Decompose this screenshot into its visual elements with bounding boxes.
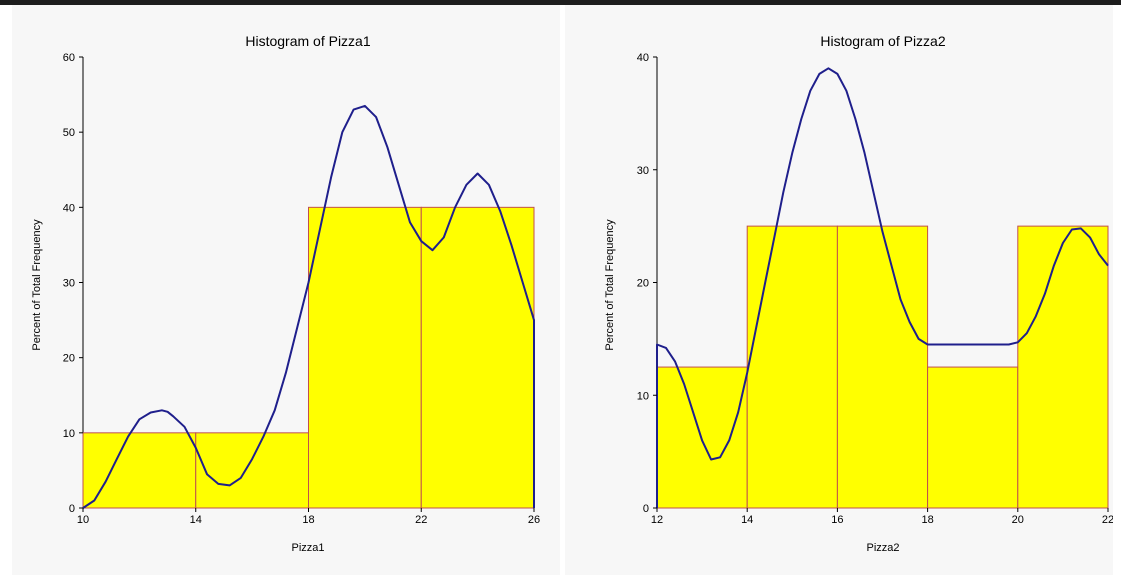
histogram-bar-1: [195, 432, 309, 509]
top-border: [0, 0, 1121, 5]
x-tick-label: 18: [302, 514, 314, 526]
y-tick-label: 0: [643, 503, 649, 515]
x-tick-label: 18: [921, 514, 933, 526]
histogram-bar-2: [836, 225, 929, 509]
histogram-bar-0: [82, 432, 197, 509]
y-axis-label: Percent of Total Frequency: [604, 219, 616, 351]
x-tick-label: 26: [528, 514, 540, 526]
x-tick-label: 22: [415, 514, 427, 526]
x-axis-label: Pizza2: [866, 542, 899, 554]
x-ticks-group: 10 14 18 22 26: [77, 508, 540, 526]
density-curve: [656, 67, 1109, 508]
y-tick-label: 20: [63, 353, 75, 365]
y-ticks-group: 0 10 20 30 40 50 60: [63, 52, 83, 515]
histogram-bar-3: [927, 366, 1019, 509]
chart-title: Histogram of Pizza1: [245, 33, 370, 49]
x-tick-label: 22: [1102, 514, 1113, 526]
histogram-bar-3: [420, 206, 535, 509]
bars-group: [82, 206, 535, 509]
x-tick-label: 14: [741, 514, 753, 526]
density-curve: [82, 104, 535, 509]
chart-panel-pizza2: 12 14 16 18 20 22 0 10 20 30 40 Histogram of Pizz…: [565, 5, 1113, 575]
histogram-bar-2: [308, 206, 422, 509]
y-tick-label: 40: [637, 52, 649, 64]
y-ticks-group: 0 10 20 30 40: [637, 52, 657, 515]
y-tick-label: 50: [63, 127, 75, 139]
x-tick-label: 14: [190, 514, 202, 526]
y-tick-label: 30: [63, 278, 75, 290]
x-tick-label: 12: [651, 514, 663, 526]
plot-area: 12 14 16 18 20 22 0 10 20 30 40: [637, 52, 1113, 526]
x-tick-label: 20: [1012, 514, 1024, 526]
x-tick-label: 16: [831, 514, 843, 526]
chart-title: Histogram of Pizza2: [820, 33, 945, 49]
y-axis-label: Percent of Total Frequency: [31, 219, 43, 351]
x-axis-label: Pizza1: [291, 542, 324, 554]
curve-group: [656, 67, 1109, 508]
x-ticks-group: 12 14 16 18 20 22: [651, 508, 1113, 526]
y-tick-label: 60: [63, 52, 75, 64]
y-tick-label: 10: [63, 428, 75, 440]
chart-panel-pizza1: 10 14 18 22 26 0 10 20 30 40 50 60 Histogram of Pi…: [12, 5, 560, 575]
histogram-bar-4: [1017, 225, 1109, 509]
histogram-pizza2-svg: 12 14 16 18 20 22 0 10 20 30 40 Histogram of Pizz…: [604, 33, 1113, 554]
x-tick-label: 10: [77, 514, 89, 526]
y-tick-label: 20: [637, 278, 649, 290]
y-tick-label: 30: [637, 165, 649, 177]
bars-group: [656, 225, 1109, 509]
y-tick-label: 0: [69, 503, 75, 515]
curve-group: [82, 104, 535, 509]
histogram-bar-1: [746, 225, 838, 509]
y-tick-label: 40: [63, 202, 75, 214]
y-tick-label: 10: [637, 390, 649, 402]
